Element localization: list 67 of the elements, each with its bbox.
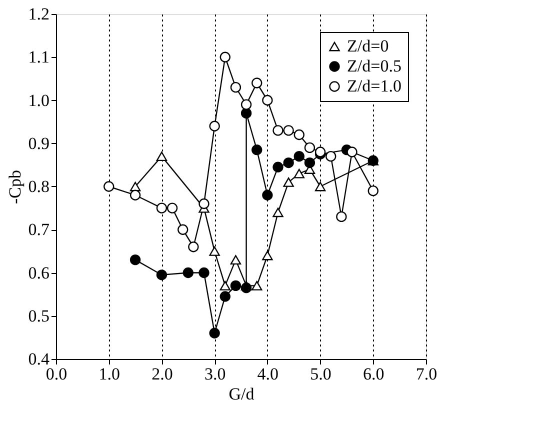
point — [166, 202, 178, 214]
y-tick-label: 0.7 — [28, 220, 50, 240]
y-tick-label: 1.2 — [28, 4, 50, 24]
point — [252, 280, 262, 290]
point — [262, 250, 273, 260]
point — [294, 129, 304, 140]
point — [156, 270, 168, 280]
point — [130, 190, 141, 200]
point — [314, 182, 326, 192]
x-tick-label: 7.0 — [416, 364, 438, 384]
point — [283, 125, 294, 136]
point — [240, 108, 252, 119]
point — [294, 168, 304, 178]
point — [294, 150, 304, 162]
point — [368, 185, 378, 196]
point — [252, 78, 262, 88]
y-tick-label: 1.0 — [28, 90, 50, 110]
point — [230, 82, 242, 93]
x-axis-title: G/d — [228, 384, 255, 404]
point — [346, 146, 358, 158]
point — [220, 291, 230, 302]
point — [240, 282, 252, 294]
y-tick-label: 0.6 — [28, 263, 50, 282]
y-tick-label: 0.8 — [28, 177, 50, 196]
point — [304, 142, 316, 154]
x-tick-label: 1.0 — [98, 364, 120, 384]
point — [252, 144, 262, 156]
point — [130, 182, 141, 192]
y-tick-label: 1.1 — [28, 48, 50, 67]
point — [272, 208, 284, 218]
legend-label: Z/d=0 — [347, 36, 389, 56]
x-tick-label: 3.0 — [204, 364, 226, 384]
point — [209, 246, 220, 256]
legend-label: Z/d=0.5 — [347, 56, 402, 76]
point — [220, 280, 230, 290]
x-tick-label: 2.0 — [152, 364, 173, 384]
point — [182, 267, 194, 278]
point — [230, 280, 242, 292]
y-tick-label: 0.5 — [28, 306, 50, 326]
point — [304, 157, 316, 168]
point — [336, 211, 347, 222]
point — [209, 120, 220, 132]
point — [130, 254, 141, 266]
point — [220, 52, 230, 62]
point — [262, 190, 273, 200]
x-tick-label: 5.0 — [310, 364, 332, 384]
y-tick-label: 0.9 — [28, 134, 50, 153]
point — [326, 150, 336, 162]
point — [156, 152, 168, 162]
point — [198, 198, 210, 210]
point — [178, 224, 188, 235]
point — [240, 99, 252, 110]
point — [262, 94, 273, 106]
y-axis-title: -Cpb — [5, 170, 24, 204]
point — [230, 255, 242, 265]
x-tick-label: 4.0 — [257, 364, 279, 384]
x-tick-label: 6.0 — [363, 364, 384, 384]
point — [198, 267, 210, 278]
point — [272, 125, 284, 136]
point — [272, 162, 284, 172]
point — [283, 177, 294, 187]
point — [156, 202, 168, 214]
legend-label: Z/d=1.0 — [347, 76, 402, 96]
point — [188, 242, 199, 252]
point — [104, 181, 114, 192]
point — [209, 328, 220, 338]
point — [283, 157, 294, 168]
